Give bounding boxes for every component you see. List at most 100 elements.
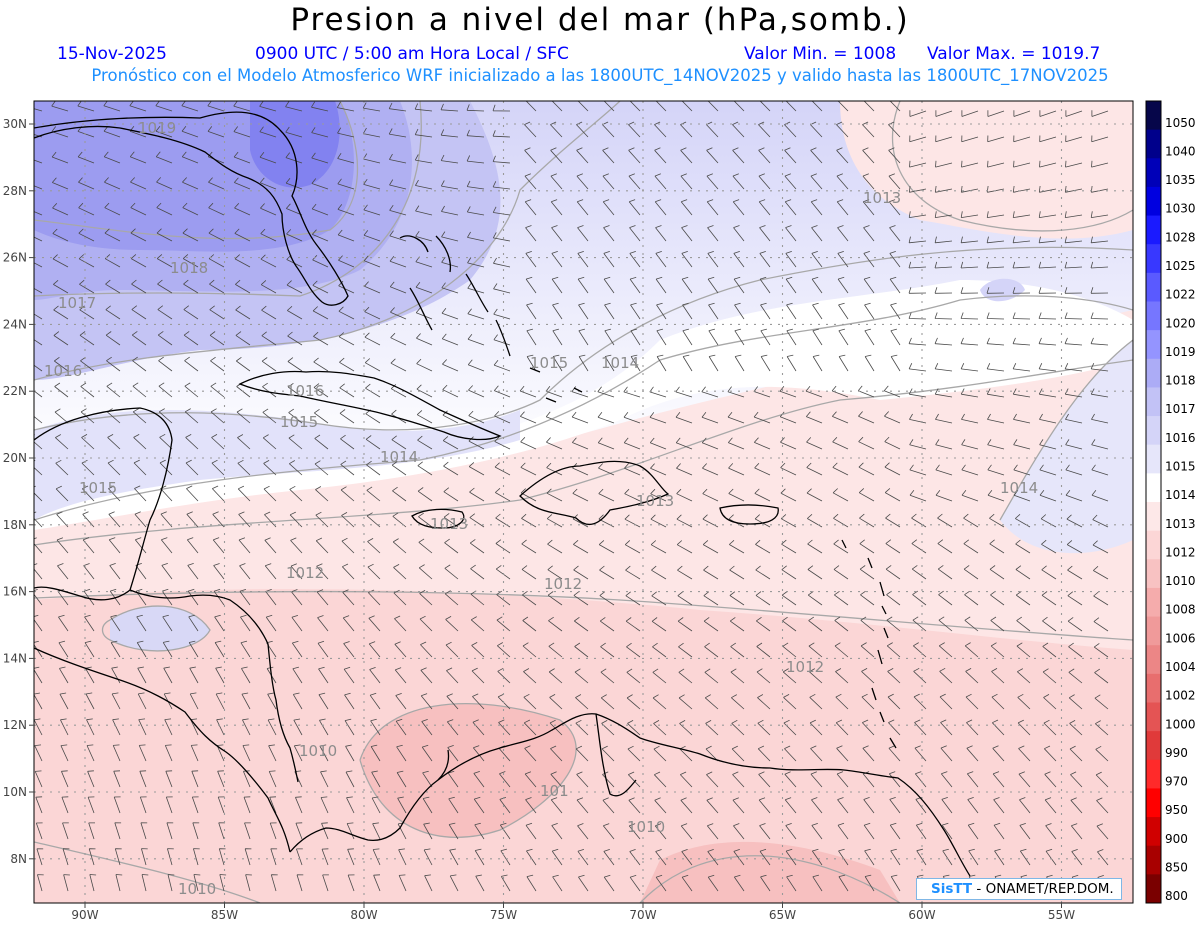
- wind-barb: [1017, 668, 1031, 684]
- wind-barb: [315, 537, 329, 554]
- wind-barb: [1069, 720, 1083, 736]
- wind-barb: [1090, 312, 1109, 320]
- wind-barb: [53, 331, 69, 346]
- wind-barb: [415, 179, 433, 190]
- colorbar-level-label: 1030: [1165, 202, 1196, 216]
- wind-barb: [82, 485, 95, 502]
- wind-barb: [960, 363, 979, 372]
- wind-barb: [108, 485, 121, 502]
- wind-barb: [1092, 540, 1109, 554]
- isobar-label: 1015: [79, 479, 117, 497]
- wind-barb: [812, 302, 823, 320]
- wind-barb: [525, 276, 537, 294]
- isobar-label: 1017: [58, 294, 96, 312]
- wind-barb: [345, 744, 355, 762]
- wind-barb: [105, 305, 121, 320]
- wind-barb: [886, 616, 901, 632]
- wind-barb: [732, 797, 745, 814]
- lesser-antilles: [841, 539, 897, 749]
- wind-barb: [727, 411, 745, 424]
- wind-barb: [188, 614, 199, 632]
- latitude-tick-label: 22N: [3, 384, 27, 398]
- wind-barb: [734, 354, 745, 372]
- wind-barb: [525, 225, 537, 242]
- wind-barb: [909, 439, 927, 450]
- wind-barb: [238, 511, 251, 528]
- wind-barb: [935, 413, 953, 424]
- wind-barb: [520, 488, 537, 502]
- wind-barb: [1044, 745, 1057, 762]
- wind-barb: [889, 797, 901, 814]
- wind-barb: [653, 720, 667, 736]
- wind-barb: [156, 254, 173, 268]
- wind-barb: [784, 745, 797, 762]
- wind-barb: [392, 538, 407, 554]
- wind-barb: [805, 385, 823, 398]
- wind-barb: [157, 331, 173, 346]
- wind-barb: [212, 485, 225, 502]
- wind-barb: [785, 101, 797, 112]
- wind-barb: [934, 363, 953, 372]
- wind-barb: [414, 128, 433, 138]
- wind-barb: [391, 461, 407, 476]
- wind-barb: [285, 152, 303, 164]
- wind-barb: [264, 563, 277, 580]
- wind-barb: [807, 539, 823, 554]
- wind-barb: [681, 874, 693, 892]
- wind-barb: [863, 101, 875, 112]
- wind-barb: [346, 822, 355, 840]
- wind-barb: [756, 616, 771, 632]
- wind-barb: [213, 563, 225, 580]
- wind-barb: [364, 332, 381, 346]
- wind-barb: [416, 410, 433, 424]
- wind-barb: [811, 101, 823, 112]
- wind-barb: [577, 251, 589, 268]
- wind-barb: [88, 848, 96, 866]
- wind-barb: [987, 135, 1005, 143]
- wind-barb: [598, 488, 615, 502]
- wind-barb: [1038, 211, 1057, 218]
- wind-barb: [55, 434, 69, 450]
- wind-barb: [730, 642, 745, 658]
- wind-barb: [62, 848, 70, 866]
- wind-barb: [339, 383, 355, 398]
- wind-barb: [884, 462, 901, 476]
- wind-barb: [1044, 797, 1057, 814]
- wind-barb: [960, 236, 979, 244]
- wind-barb: [836, 173, 849, 190]
- wind-barb: [707, 101, 719, 112]
- wind-barb: [966, 745, 979, 762]
- wind-barb: [706, 173, 719, 190]
- wind-barb: [415, 205, 433, 216]
- wind-barb: [812, 354, 823, 372]
- wind-barb: [442, 436, 459, 450]
- wind-barb: [338, 306, 355, 320]
- wind-barb: [112, 718, 121, 736]
- wind-barb: [549, 719, 563, 736]
- wind-barb: [444, 538, 459, 554]
- wind-barb: [472, 693, 485, 710]
- wind-barb: [676, 488, 693, 502]
- wind-barb: [1013, 135, 1031, 143]
- wind-barb: [141, 874, 149, 892]
- wind-barb: [52, 228, 69, 242]
- wind-barb: [758, 147, 771, 164]
- wind-barb: [628, 797, 641, 814]
- wind-barb: [270, 874, 278, 892]
- wind-barb: [1068, 642, 1083, 658]
- wind-barb: [960, 211, 979, 218]
- wind-barb: [292, 692, 303, 710]
- wind-barb: [1015, 539, 1031, 554]
- wind-barb: [733, 251, 745, 268]
- wind-barb: [680, 147, 693, 164]
- coastlines: [34, 111, 971, 877]
- wind-barb: [525, 101, 537, 112]
- wind-barb: [291, 615, 303, 632]
- wind-barb: [214, 614, 225, 632]
- wind-barb: [496, 590, 511, 606]
- wind-barb: [571, 411, 589, 424]
- wind-barb: [311, 127, 329, 138]
- wind-barb: [1067, 591, 1083, 606]
- wind-barb: [578, 328, 589, 346]
- wind-barb: [914, 719, 927, 736]
